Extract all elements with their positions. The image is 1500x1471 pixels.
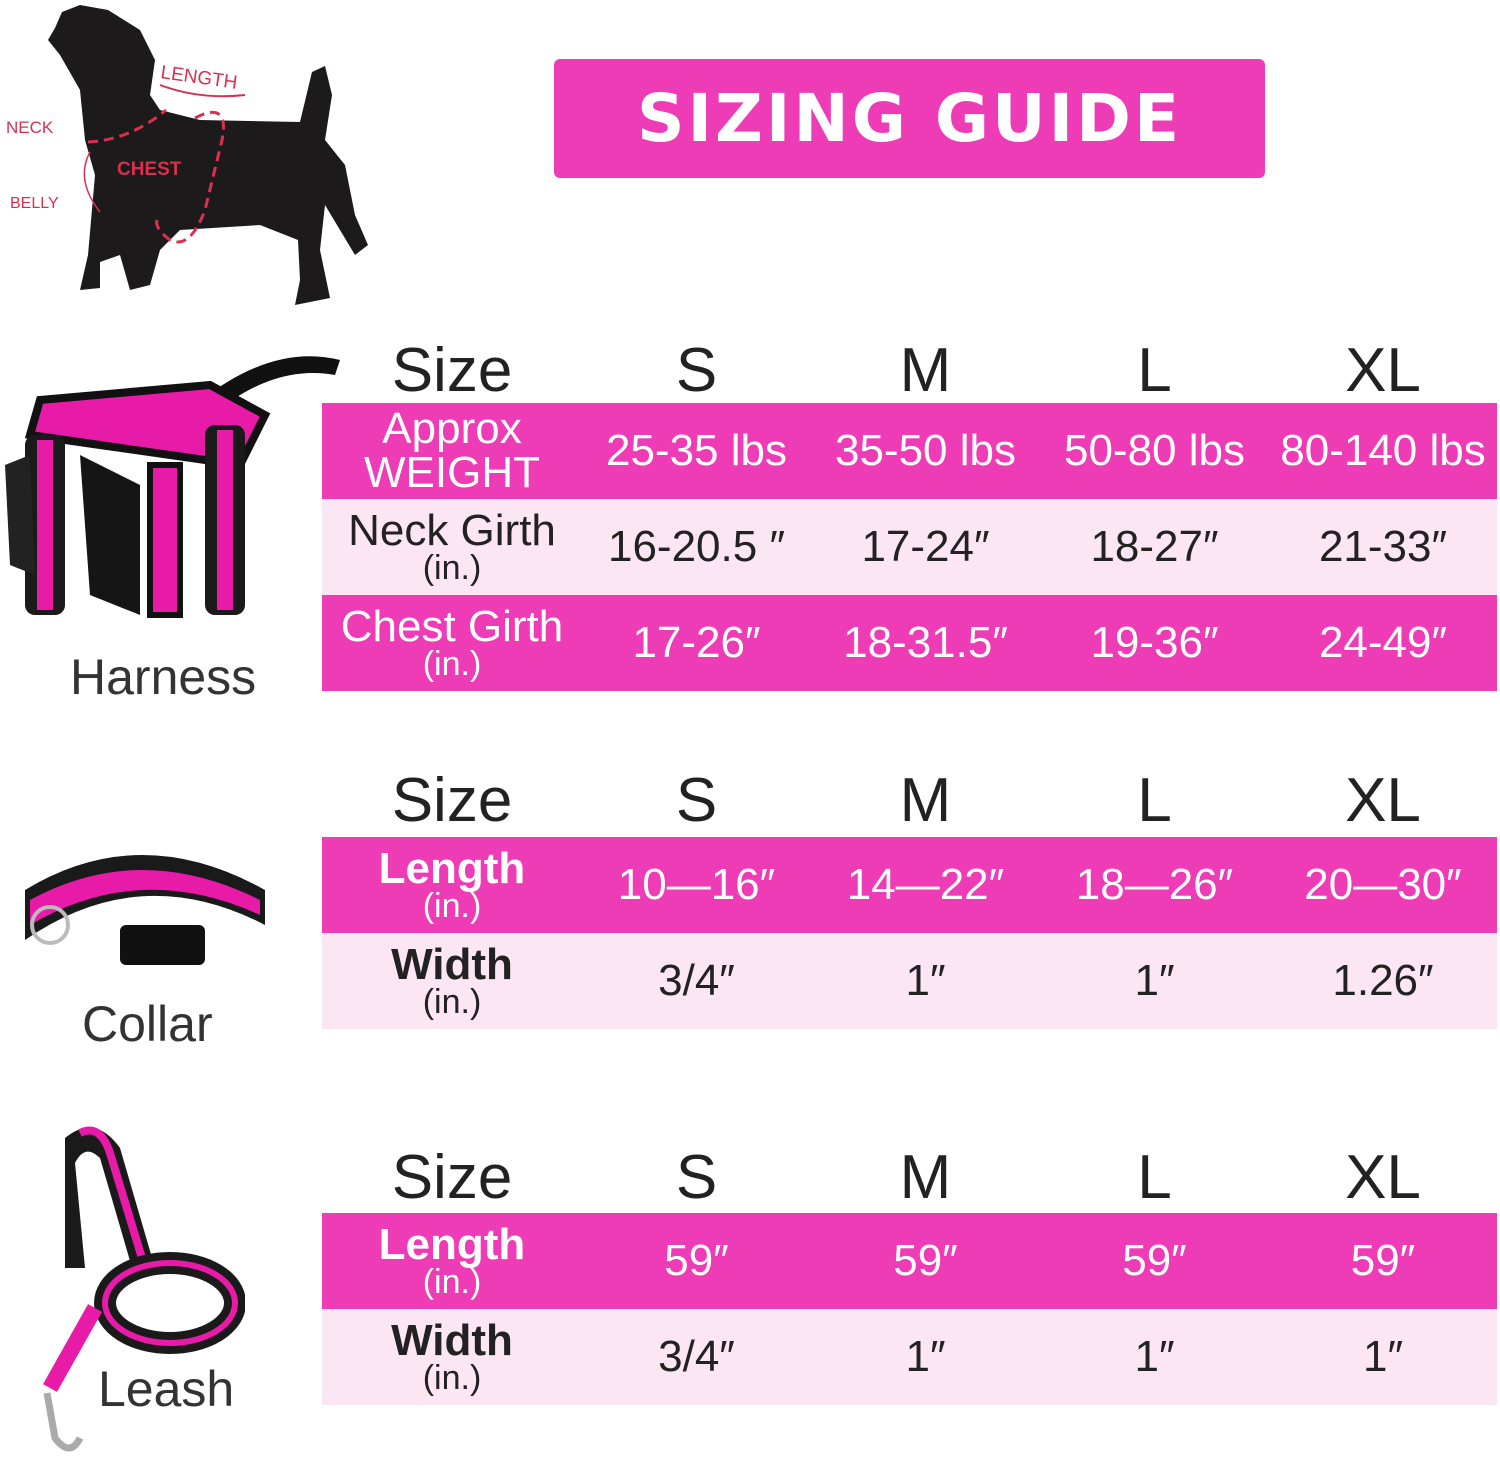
cell: 1″: [1134, 1332, 1175, 1381]
cell: 1″: [905, 956, 946, 1005]
cell: 50-80 lbs: [1063, 426, 1245, 475]
table-row-chest-girth: Chest Girth (in.) 17-26″ 18-31.5″ 19-36″ …: [322, 595, 1497, 691]
size-s: S: [675, 766, 718, 835]
cell: 1″: [1362, 1332, 1404, 1381]
diagram-label-neck: NECK: [6, 118, 54, 137]
size-header-label: Size: [391, 336, 513, 405]
cell: 25-35 lbs: [605, 426, 787, 475]
page-title: SIZING GUIDE: [554, 59, 1265, 178]
size-m: M: [899, 766, 952, 835]
cell: 59″: [1350, 1236, 1416, 1285]
row-unit: (in.): [422, 1263, 482, 1301]
cell: 21-33″: [1318, 522, 1448, 571]
cell: 59″: [664, 1236, 729, 1285]
row-unit: (in.): [422, 645, 482, 683]
table-row-width: Width (in.) 3/4″ 1″ 1″ 1.26″: [322, 933, 1497, 1029]
leash-size-table: Size S M L XL Length (in.) 59″ 59″ 59″ 59…: [322, 1147, 1497, 1405]
cell: 20—30″: [1304, 860, 1462, 909]
collar-size-table: Size S M L XL Length (in.) 10—16″ 14—22″ …: [322, 770, 1497, 1029]
cell: 18-27″: [1090, 522, 1219, 571]
diagram-label-belly: BELLY: [10, 195, 59, 212]
size-header-row: Size S M L XL: [322, 770, 1497, 832]
cell: 10—16″: [617, 860, 776, 909]
table-row-width: Width (in.) 3/4″ 1″ 1″ 1″: [322, 1309, 1497, 1405]
cell: 14—22″: [846, 860, 1005, 909]
cell: 59″: [893, 1236, 958, 1285]
table-row-length: Length (in.) 59″ 59″ 59″ 59″: [322, 1213, 1497, 1309]
cell: 17-24″: [861, 522, 990, 571]
cell: 18-31.5″: [843, 618, 1008, 667]
row-label: Length: [378, 1220, 526, 1269]
cell: 59″: [1122, 1236, 1187, 1285]
size-m: M: [899, 336, 952, 405]
cell: 1.26″: [1332, 956, 1434, 1005]
row-label: Length: [378, 844, 526, 893]
row-label: Neck Girth: [348, 506, 556, 555]
harness-size-table: Size S M L XL Approx WEIGHT 25-35 lbs 35-…: [322, 340, 1497, 691]
cell: 16-20.5 ″: [607, 522, 786, 571]
table-row-weight: Approx WEIGHT 25-35 lbs 35-50 lbs 50-80 l…: [322, 403, 1497, 499]
table-row-neck-girth: Neck Girth (in.) 16-20.5 ″ 17-24″ 18-27″ …: [322, 499, 1497, 595]
cell: 35-50 lbs: [834, 426, 1016, 475]
size-s: S: [675, 1143, 718, 1212]
size-l: L: [1137, 336, 1172, 405]
dog-silhouette: [48, 5, 368, 305]
harness-image: [5, 356, 340, 618]
size-header-row: Size S M L XL: [322, 1147, 1497, 1209]
row-unit: (in.): [422, 1359, 482, 1397]
cell: 18—26″: [1075, 860, 1234, 909]
product-label-leash: Leash: [98, 1361, 235, 1417]
size-l: L: [1137, 766, 1172, 835]
cell: 3/4″: [658, 956, 735, 1005]
row-unit: (in.): [422, 549, 482, 587]
diagram-label-chest: CHEST: [117, 159, 182, 180]
cell: 1″: [905, 1332, 946, 1381]
size-xl: XL: [1345, 336, 1421, 405]
cell: 3/4″: [658, 1332, 735, 1381]
row-unit: (in.): [422, 887, 482, 925]
collar-image: [25, 855, 265, 965]
size-l: L: [1137, 1143, 1172, 1212]
cell: 17-26″: [632, 618, 761, 667]
cell: 24-49″: [1318, 618, 1448, 667]
leash-image: [43, 1126, 245, 1452]
cell: 1″: [1134, 956, 1175, 1005]
size-header-label: Size: [391, 1143, 513, 1212]
row-label: Width: [391, 940, 513, 989]
size-header-label: Size: [391, 766, 513, 835]
dog-measurement-diagram: LENGTH NECK CHEST BELLY: [6, 5, 368, 305]
row-label: Width: [391, 1316, 513, 1365]
cell: 19-36″: [1090, 618, 1219, 667]
size-xl: XL: [1345, 766, 1421, 835]
row-unit: (in.): [422, 983, 482, 1021]
product-label-harness: Harness: [70, 649, 257, 705]
cell: 80-140 lbs: [1280, 426, 1486, 475]
row-label: Chest Girth: [340, 602, 564, 651]
size-m: M: [899, 1143, 952, 1212]
size-xl: XL: [1345, 1143, 1421, 1212]
size-s: S: [675, 336, 718, 405]
row-label: Approx: [382, 404, 522, 453]
product-label-collar: Collar: [82, 996, 213, 1052]
row-unit: WEIGHT: [364, 448, 540, 497]
size-header-row: Size S M L XL: [322, 340, 1497, 402]
table-row-length: Length (in.) 10—16″ 14—22″ 18—26″ 20—30″: [322, 837, 1497, 933]
